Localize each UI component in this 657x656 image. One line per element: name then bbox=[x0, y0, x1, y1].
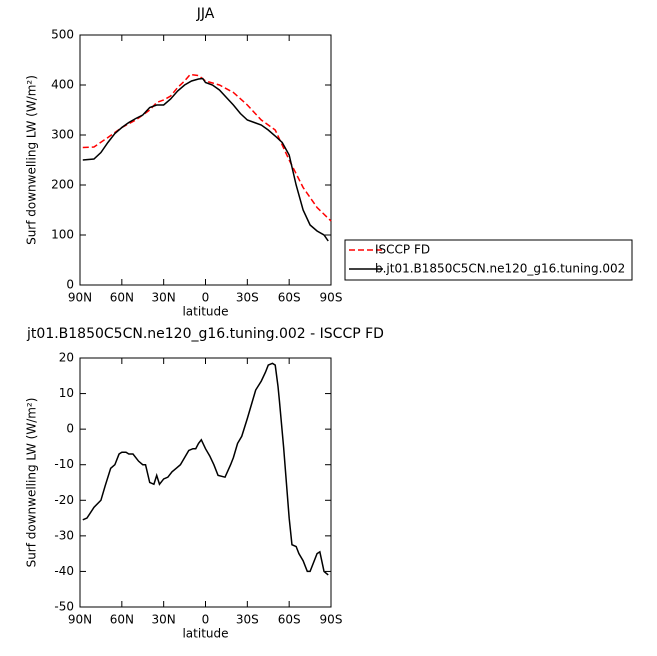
x-tick-label: 30N bbox=[152, 291, 176, 305]
y-tick-label: 0 bbox=[66, 422, 74, 436]
x-tick-label: 30S bbox=[236, 613, 259, 627]
x-tick-label: 0 bbox=[202, 291, 210, 305]
y-tick-label: 200 bbox=[51, 178, 74, 192]
data-line bbox=[82, 362, 329, 576]
y-axis-label: Surf downwelling LW (W/m²) bbox=[25, 75, 39, 245]
y-tick-label: 10 bbox=[59, 386, 74, 400]
x-tick-label: 30S bbox=[236, 291, 259, 305]
y-tick-label: 300 bbox=[51, 128, 74, 142]
y-tick-label: 20 bbox=[59, 351, 74, 365]
x-tick-label: 90S bbox=[320, 291, 343, 305]
y-tick-label: 400 bbox=[51, 78, 74, 92]
plot-frame bbox=[79, 357, 332, 608]
x-tick-label: 30N bbox=[152, 613, 176, 627]
x-tick-label: 90S bbox=[320, 613, 343, 627]
y-tick-label: -20 bbox=[54, 493, 74, 507]
x-tick-label: 0 bbox=[202, 613, 210, 627]
chart-title: jt01.B1850C5CN.ne120_g16.tuning.002 - IS… bbox=[26, 326, 384, 342]
plot-frame bbox=[79, 34, 332, 286]
data-line bbox=[82, 73, 332, 222]
legend-label: b.jt01.B1850C5CN.ne120_g16.tuning.002 bbox=[375, 262, 625, 276]
y-tick-label: 0 bbox=[66, 278, 74, 292]
chart-title: JJA bbox=[196, 6, 215, 22]
x-axis-label: latitude bbox=[182, 305, 228, 319]
y-tick-label: -30 bbox=[54, 528, 74, 542]
y-axis-label: Surf downwelling LW (W/m²) bbox=[25, 398, 39, 568]
x-axis-label: latitude bbox=[182, 627, 228, 641]
x-tick-label: 60N bbox=[110, 291, 134, 305]
y-tick-label: 500 bbox=[51, 28, 74, 42]
x-tick-label: 60S bbox=[278, 613, 301, 627]
legend-box bbox=[344, 239, 633, 281]
legend-label: ISCCP FD bbox=[375, 243, 430, 257]
y-tick-label: -10 bbox=[54, 457, 74, 471]
y-tick-label: -40 bbox=[54, 564, 74, 578]
x-tick-label: 60N bbox=[110, 613, 134, 627]
x-tick-label: 90N bbox=[68, 291, 92, 305]
y-tick-label: -50 bbox=[54, 600, 74, 614]
y-tick-label: 100 bbox=[51, 228, 74, 242]
data-line bbox=[82, 77, 329, 242]
x-tick-label: 90N bbox=[68, 613, 92, 627]
x-tick-label: 60S bbox=[278, 291, 301, 305]
